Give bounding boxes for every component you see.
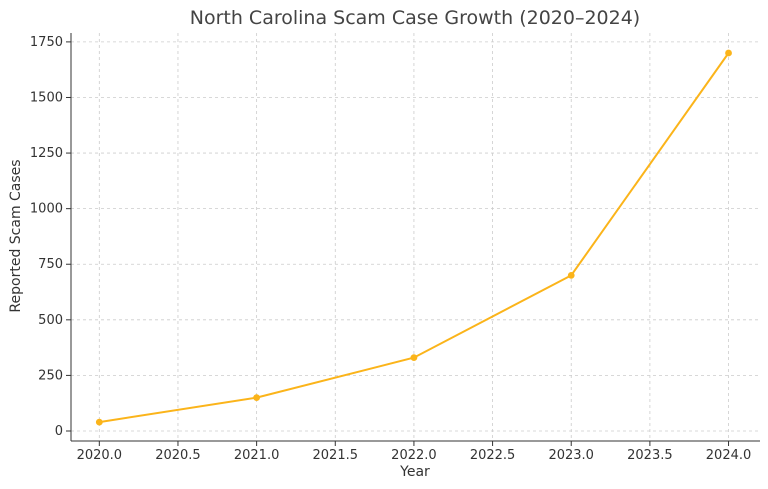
x-tick-label-5: 2022.5 bbox=[470, 448, 516, 463]
data-point-4 bbox=[725, 49, 732, 57]
x-tick-label-4: 2022.0 bbox=[391, 448, 437, 463]
data-series bbox=[95, 49, 732, 426]
chart-title: North Carolina Scam Case Growth (2020–20… bbox=[190, 7, 640, 29]
y-tick-label-7: 1750 bbox=[30, 35, 63, 50]
x-tick-label-1: 2020.5 bbox=[155, 448, 201, 463]
y-tick-label-0: 0 bbox=[55, 424, 63, 439]
data-point-1 bbox=[253, 394, 261, 402]
axes: 2020.0 2020.5 2021.0 2021.5 2022.0 2022.5 2023… bbox=[30, 33, 760, 463]
data-point-0 bbox=[95, 418, 103, 426]
y-tick-label-2: 500 bbox=[38, 313, 63, 328]
grid-lines bbox=[71, 33, 760, 441]
x-tick-label-8: 2024.0 bbox=[706, 448, 752, 463]
y-tick-label-4: 1000 bbox=[30, 202, 63, 217]
x-tick-label-2: 2021.0 bbox=[234, 448, 280, 463]
y-axis-label: Reported Scam Cases bbox=[8, 159, 24, 312]
x-tick-label-6: 2023.0 bbox=[548, 448, 594, 463]
y-tick-label-3: 750 bbox=[38, 257, 63, 272]
y-tick-label-5: 1250 bbox=[30, 146, 63, 161]
x-tick-label-3: 2021.5 bbox=[313, 448, 359, 463]
y-tick-label-1: 250 bbox=[38, 368, 63, 383]
data-point-2 bbox=[410, 354, 418, 362]
x-axis-label: Year bbox=[399, 464, 430, 480]
y-tick-label-6: 1500 bbox=[30, 90, 63, 105]
x-tick-label-0: 2020.0 bbox=[77, 448, 123, 463]
data-point-3 bbox=[567, 271, 575, 279]
x-tick-label-7: 2023.5 bbox=[627, 448, 673, 463]
